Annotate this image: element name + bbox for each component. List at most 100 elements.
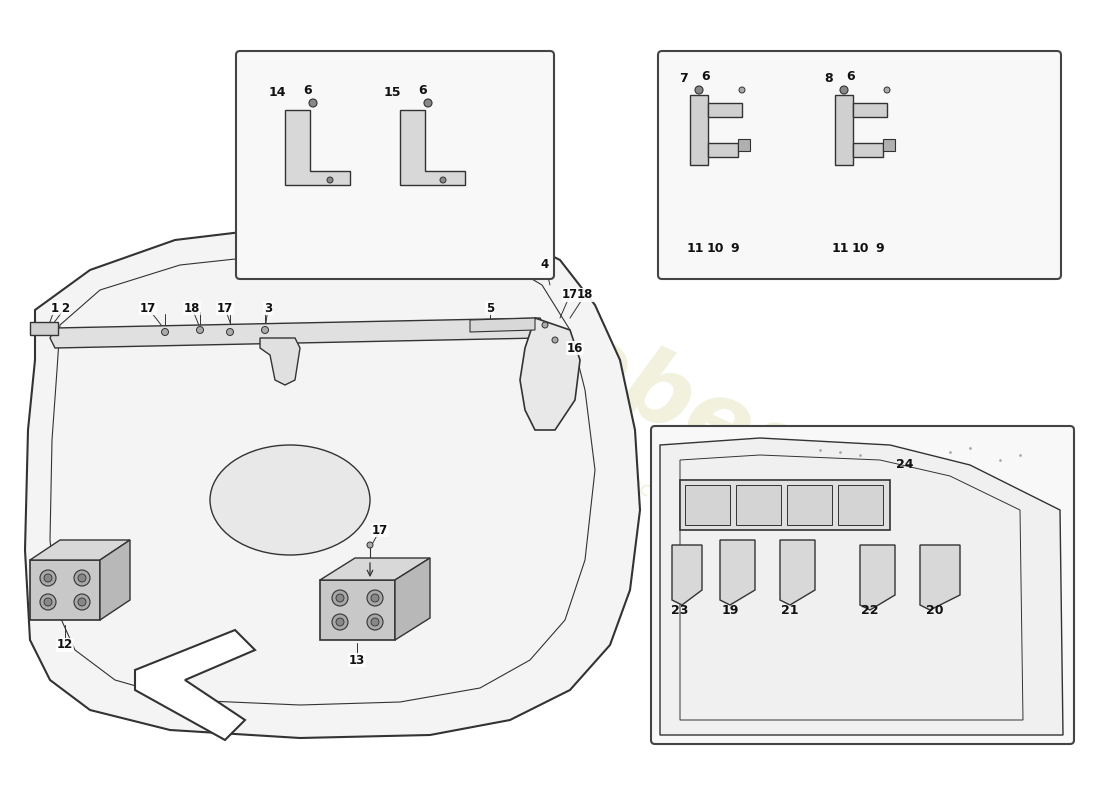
Text: 17: 17 (372, 523, 388, 537)
Text: 24: 24 (896, 458, 914, 471)
Polygon shape (25, 225, 640, 738)
Polygon shape (835, 95, 852, 165)
Text: 23: 23 (671, 603, 689, 617)
Circle shape (44, 598, 52, 606)
Polygon shape (285, 110, 350, 185)
Polygon shape (50, 318, 544, 348)
Circle shape (440, 177, 446, 183)
Circle shape (327, 177, 333, 183)
Circle shape (74, 594, 90, 610)
Circle shape (695, 86, 703, 94)
Circle shape (197, 326, 204, 334)
Text: 20: 20 (926, 603, 944, 617)
Bar (736, 485, 781, 525)
Circle shape (78, 598, 86, 606)
Circle shape (78, 574, 86, 582)
Text: 11: 11 (686, 242, 704, 254)
FancyBboxPatch shape (658, 51, 1062, 279)
Text: 1: 1 (51, 302, 59, 314)
Circle shape (552, 337, 558, 343)
Text: 4: 4 (541, 258, 549, 271)
Text: 16: 16 (566, 342, 583, 354)
Text: 18: 18 (576, 289, 593, 302)
Text: 19: 19 (722, 603, 739, 617)
Text: 2: 2 (60, 302, 69, 314)
Polygon shape (672, 545, 702, 605)
Circle shape (40, 594, 56, 610)
Text: eurobes: eurobes (379, 234, 821, 506)
Text: 7: 7 (680, 71, 689, 85)
Polygon shape (135, 630, 255, 740)
Circle shape (227, 329, 233, 335)
Polygon shape (30, 540, 130, 560)
Text: 17: 17 (217, 302, 233, 314)
Text: 9: 9 (876, 242, 884, 254)
Polygon shape (100, 540, 130, 620)
Polygon shape (260, 338, 300, 385)
Polygon shape (30, 322, 58, 335)
FancyBboxPatch shape (236, 51, 554, 279)
Polygon shape (860, 545, 895, 610)
Polygon shape (470, 318, 535, 332)
Text: 21: 21 (781, 603, 799, 617)
Polygon shape (320, 558, 430, 580)
Text: 12: 12 (57, 638, 73, 651)
Text: 3: 3 (264, 302, 272, 314)
Circle shape (367, 614, 383, 630)
Circle shape (40, 570, 56, 586)
Polygon shape (780, 540, 815, 605)
Circle shape (884, 87, 890, 93)
Polygon shape (720, 540, 755, 605)
Polygon shape (400, 110, 465, 185)
Circle shape (371, 618, 380, 626)
Circle shape (367, 590, 383, 606)
Circle shape (262, 326, 268, 334)
Circle shape (840, 86, 848, 94)
Bar (680, 480, 890, 530)
Text: 8: 8 (825, 71, 834, 85)
Text: 13: 13 (349, 654, 365, 666)
Text: 6: 6 (304, 83, 312, 97)
Text: 10: 10 (851, 242, 869, 254)
Polygon shape (708, 103, 742, 117)
Polygon shape (320, 580, 395, 640)
Circle shape (336, 618, 344, 626)
Text: 10: 10 (706, 242, 724, 254)
Polygon shape (852, 103, 887, 117)
Text: 6: 6 (702, 70, 711, 82)
Text: 5: 5 (486, 302, 494, 314)
Circle shape (739, 87, 745, 93)
Text: 17: 17 (140, 302, 156, 314)
Circle shape (367, 542, 373, 548)
Polygon shape (30, 560, 100, 620)
Text: 9: 9 (730, 242, 739, 254)
Text: 18: 18 (184, 302, 200, 314)
Circle shape (336, 594, 344, 602)
Circle shape (44, 574, 52, 582)
Polygon shape (852, 143, 883, 157)
Circle shape (542, 322, 548, 328)
Bar (883, 139, 895, 151)
Text: 6: 6 (419, 83, 427, 97)
Text: 6: 6 (847, 70, 856, 82)
Text: 17: 17 (562, 289, 579, 302)
Polygon shape (395, 558, 430, 640)
Circle shape (162, 329, 168, 335)
FancyBboxPatch shape (651, 426, 1074, 744)
Circle shape (309, 99, 317, 107)
Polygon shape (920, 545, 960, 610)
Polygon shape (690, 95, 708, 165)
Text: 11: 11 (832, 242, 849, 254)
Polygon shape (708, 143, 738, 157)
Circle shape (332, 614, 348, 630)
Polygon shape (520, 318, 580, 430)
Text: 22: 22 (861, 603, 879, 617)
Circle shape (371, 594, 380, 602)
Bar (738, 139, 750, 151)
Ellipse shape (210, 445, 370, 555)
Bar (786, 485, 832, 525)
Circle shape (74, 570, 90, 586)
Polygon shape (660, 438, 1063, 735)
Bar (685, 485, 730, 525)
Text: 14: 14 (268, 86, 286, 98)
